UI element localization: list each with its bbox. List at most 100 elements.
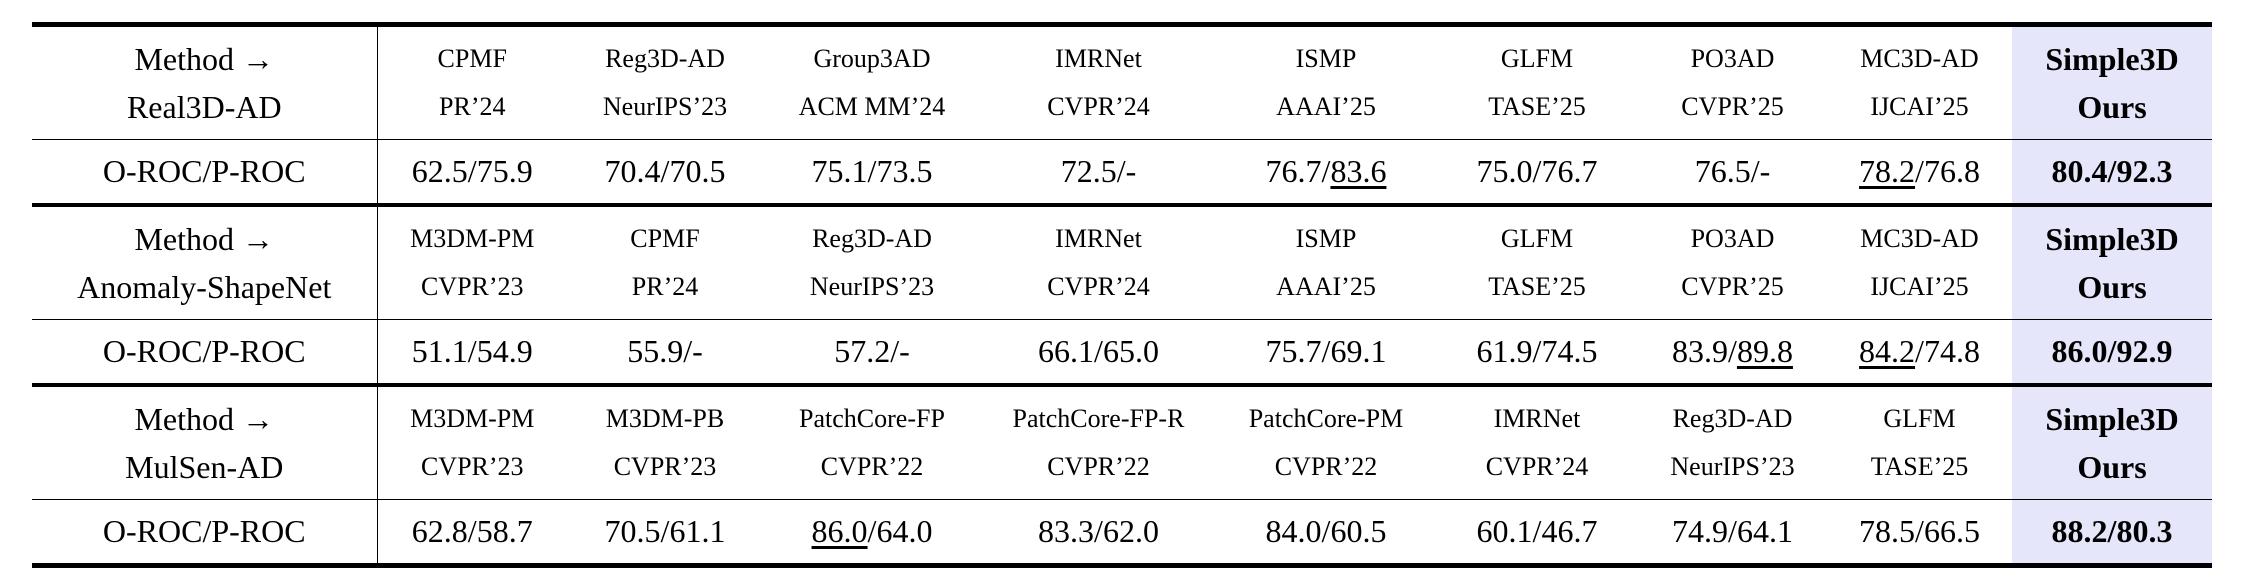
method-name: MC3D-AD: [1860, 44, 1979, 73]
method-name: CPMF: [437, 44, 507, 73]
value-part: 86.0: [811, 513, 868, 549]
method-header: ISMP AAAI’25: [1216, 22, 1436, 140]
method-name: Reg3D-AD: [605, 44, 725, 73]
value-part: 62.5/75.9: [411, 153, 533, 189]
method-venue: ACM MM’24: [798, 92, 946, 121]
value-part: 84.2: [1859, 333, 1916, 369]
value-part: /74.8: [1915, 333, 1980, 369]
method-header: Simple3D Ours: [2012, 383, 2212, 500]
method-header: M3DM-PM CVPR’23: [377, 203, 567, 320]
method-venue: CVPR’24: [1047, 92, 1150, 121]
method-name: PatchCore-PM: [1248, 404, 1404, 433]
value-cell: 84.2/74.8: [1827, 319, 2012, 385]
dataset-label: Method → Real3D-AD: [32, 22, 378, 140]
value-part: 60.1/46.7: [1476, 513, 1598, 549]
value-part: 72.5/-: [1060, 153, 1137, 189]
value-part: 83.3/62.0: [1038, 513, 1159, 549]
method-venue: Ours: [2077, 449, 2147, 485]
method-venue: PR’24: [631, 272, 699, 301]
value-cell: 78.5/66.5: [1827, 499, 2012, 568]
method-name: CPMF: [630, 224, 700, 253]
value-cell: 88.2/80.3: [2012, 499, 2212, 568]
value-cell: 51.1/54.9: [377, 319, 567, 385]
method-header: CPMF PR’24: [567, 203, 763, 320]
value-cell: 61.9/74.5: [1436, 319, 1638, 385]
method-name: PO3AD: [1690, 44, 1775, 73]
method-header: GLFM TASE’25: [1436, 203, 1638, 320]
method-name: Group3AD: [813, 44, 931, 73]
method-name: Simple3D: [2045, 41, 2179, 77]
value-cell: 70.4/70.5: [567, 139, 763, 205]
method-name: PO3AD: [1690, 224, 1775, 253]
method-header: Simple3D Ours: [2012, 203, 2212, 320]
method-name: GLFM: [1883, 404, 1956, 433]
data-row: O-ROC/P-ROC 62.8/58.7 70.5/61.1 86.0/64.0 83…: [32, 499, 2212, 568]
value-cell: 83.3/62.0: [981, 499, 1216, 568]
method-venue: NeurIPS’23: [1670, 452, 1795, 481]
method-header: IMRNet CVPR’24: [981, 203, 1216, 320]
method-venue: Ours: [2077, 269, 2147, 305]
value-part: 62.8/58.7: [411, 513, 533, 549]
method-header: ISMP AAAI’25: [1216, 203, 1436, 320]
value-cell: 84.0/60.5: [1216, 499, 1436, 568]
value-cell: 75.0/76.7: [1436, 139, 1638, 205]
value-cell: 55.9/-: [567, 319, 763, 385]
value-part: 88.2/80.3: [2051, 513, 2173, 549]
label-line: Method →: [134, 401, 275, 437]
method-name: Reg3D-AD: [812, 224, 932, 253]
metric-label: O-ROC/P-ROC: [32, 319, 378, 385]
method-header: Simple3D Ours: [2012, 22, 2212, 140]
value-cell: 72.5/-: [981, 139, 1216, 205]
value-cell: 83.9/89.8: [1638, 319, 1827, 385]
value-cell: 78.2/76.8: [1827, 139, 2012, 205]
value-cell: 62.8/58.7: [377, 499, 567, 568]
value-part: 76.7/: [1265, 153, 1331, 189]
value-cell: 76.5/-: [1638, 139, 1827, 205]
value-part: 83.6: [1330, 153, 1387, 189]
value-part: 55.9/-: [627, 333, 703, 369]
value-cell: 75.1/73.5: [763, 139, 981, 205]
method-venue: CVPR’23: [420, 272, 524, 301]
method-name: IMRNet: [1055, 224, 1142, 253]
method-header: PatchCore-FP CVPR’22: [763, 383, 981, 500]
value-cell: 74.9/64.1: [1638, 499, 1827, 568]
method-venue: NeurIPS’23: [602, 92, 728, 121]
method-venue: TASE’25: [1488, 272, 1586, 301]
method-name: Simple3D: [2045, 221, 2179, 257]
method-header: CPMF PR’24: [377, 22, 567, 140]
method-venue: CVPR’24: [1047, 272, 1150, 301]
method-name: IMRNet: [1055, 44, 1142, 73]
method-venue: CVPR’25: [1681, 272, 1784, 301]
value-cell: 62.5/75.9: [377, 139, 567, 205]
value-part: 89.8: [1736, 333, 1793, 369]
method-name: Simple3D: [2045, 401, 2179, 437]
method-venue: IJCAI’25: [1870, 272, 1969, 301]
value-cell: 76.7/83.6: [1216, 139, 1436, 205]
value-part: 57.2/-: [834, 333, 910, 369]
method-header: PO3AD CVPR’25: [1638, 22, 1827, 140]
method-name: PatchCore-FP-R: [1012, 404, 1185, 433]
value-part: 61.9/74.5: [1476, 333, 1598, 369]
metric-label: O-ROC/P-ROC: [32, 139, 378, 205]
method-venue: IJCAI’25: [1870, 92, 1969, 121]
value-part: 80.4/92.3: [2051, 153, 2173, 189]
method-header: IMRNet CVPR’24: [981, 22, 1216, 140]
value-part: 83.9/: [1672, 333, 1737, 369]
method-venue: CVPR’22: [820, 452, 924, 481]
method-name: GLFM: [1500, 44, 1574, 73]
method-name: M3DM-PM: [410, 224, 535, 253]
method-venue: CVPR’24: [1485, 452, 1589, 481]
method-name: PatchCore-FP: [799, 404, 945, 433]
value-part: 75.0/76.7: [1476, 153, 1598, 189]
value-cell: 86.0/64.0: [763, 499, 981, 568]
value-part: 75.1/73.5: [811, 153, 933, 189]
method-name: MC3D-AD: [1860, 224, 1979, 253]
value-part: 78.5/66.5: [1859, 513, 1980, 549]
value-part: 75.7/69.1: [1265, 333, 1387, 369]
dataset-label: Method → MulSen-AD: [32, 383, 378, 500]
metric-label: O-ROC/P-ROC: [32, 499, 378, 568]
value-cell: 60.1/46.7: [1436, 499, 1638, 568]
value-part: 84.0/60.5: [1265, 513, 1387, 549]
value-part: 78.2: [1859, 153, 1916, 189]
